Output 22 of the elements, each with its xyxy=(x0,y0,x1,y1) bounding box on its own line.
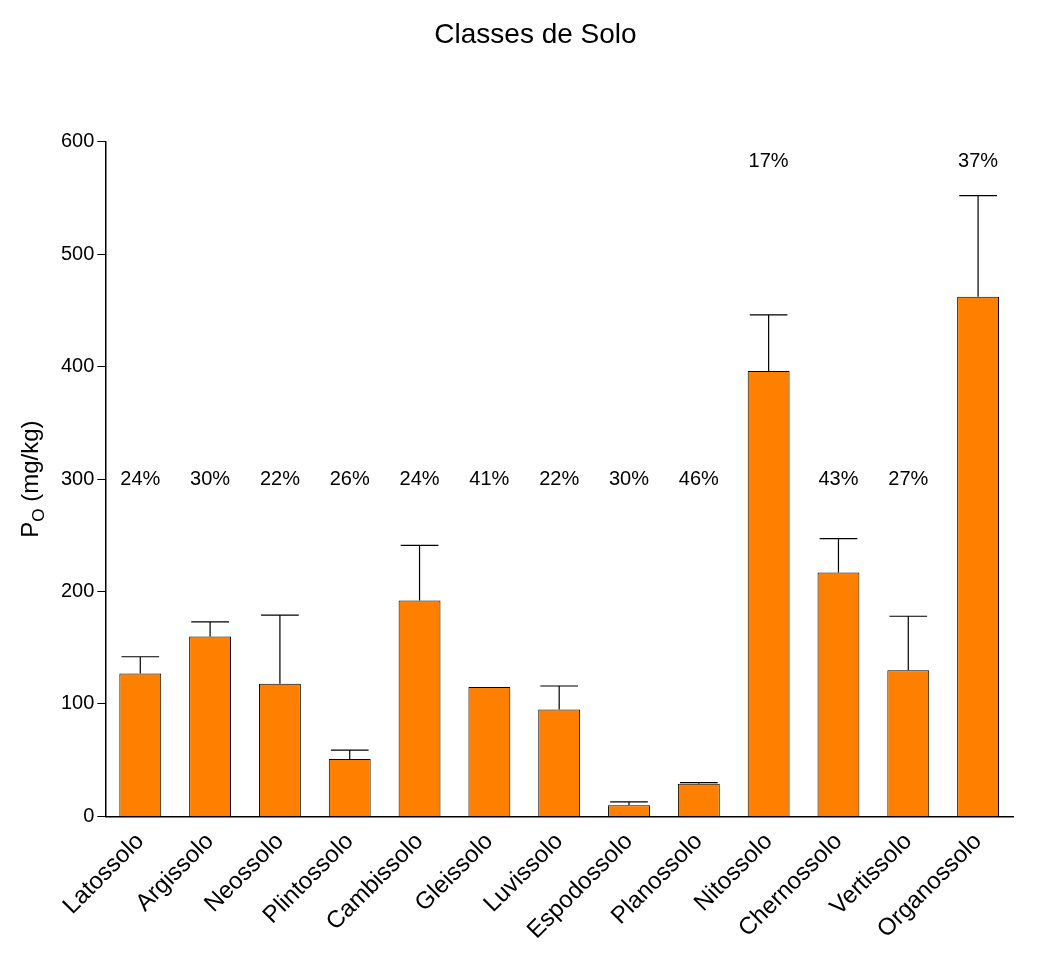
annotation: 22% xyxy=(539,466,580,489)
y-tick-label: 300 xyxy=(60,466,95,489)
annotation: 22% xyxy=(259,466,301,489)
y-tick-label: 600 xyxy=(60,129,95,152)
y-axis-title: PO (mg/kg) xyxy=(16,420,48,538)
annotation: 24% xyxy=(399,466,440,489)
annotation: 41% xyxy=(469,466,510,489)
annotation: 30% xyxy=(190,466,231,489)
annotation: 30% xyxy=(608,466,650,489)
annotation: 26% xyxy=(329,466,370,489)
y-tick-label: 500 xyxy=(60,241,95,264)
chart-title: Classes de Solo xyxy=(434,17,637,49)
y-tick-label: 200 xyxy=(60,579,95,602)
y-tick-label: 400 xyxy=(60,354,95,377)
annotation: 27% xyxy=(888,466,929,489)
annotation: 17% xyxy=(748,149,789,172)
y-tick-label: 0 xyxy=(83,803,95,826)
annotation: 43% xyxy=(818,466,859,489)
annotation: 24% xyxy=(120,466,161,489)
annotation: 46% xyxy=(678,466,720,489)
annotation: 37% xyxy=(958,149,999,172)
y-tick-label: 100 xyxy=(60,691,95,714)
